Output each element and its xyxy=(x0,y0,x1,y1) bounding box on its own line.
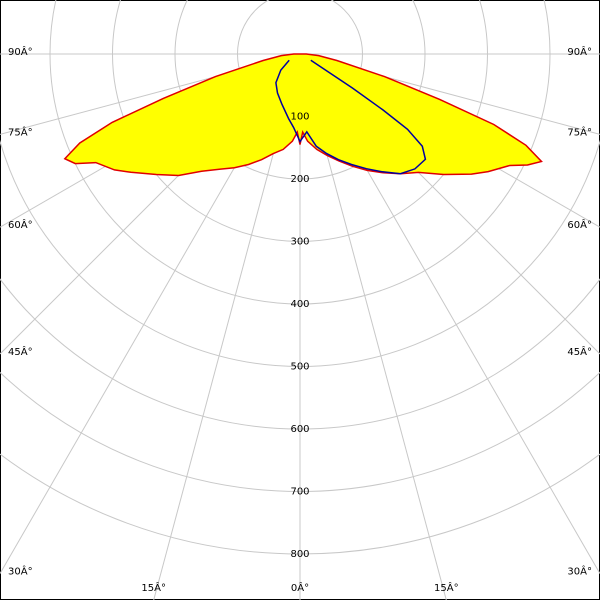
r-tick-label: 700 xyxy=(290,487,309,498)
r-tick-label: 300 xyxy=(290,237,309,248)
angle-tick-label: 60Â° xyxy=(8,218,33,231)
angle-tick-label: 30Â° xyxy=(567,565,592,578)
r-tick-label: 400 xyxy=(290,299,309,310)
angle-tick-label: 45Â° xyxy=(8,345,33,358)
angle-tick-label: 75Â° xyxy=(567,125,592,138)
angle-tick-label: 45Â° xyxy=(567,345,592,358)
r-tick-label: 800 xyxy=(290,549,309,560)
r-tick-label: 200 xyxy=(290,174,309,185)
angle-tick-label: 60Â° xyxy=(567,218,592,231)
angle-tick-label: 30Â° xyxy=(8,565,33,578)
r-tick-label: 100 xyxy=(290,112,309,123)
angle-tick-label: 0Â° xyxy=(291,581,309,594)
angle-tick-label: 75Â° xyxy=(8,125,33,138)
r-tick-label: 600 xyxy=(290,424,309,435)
angle-tick-label: 15Â° xyxy=(434,581,459,594)
angle-tick-label: 15Â° xyxy=(141,581,166,594)
angle-tick-label: 90Â° xyxy=(567,45,592,58)
intensity-curve xyxy=(275,59,427,175)
r-tick-label: 500 xyxy=(290,362,309,373)
angle-tick-label: 90Â° xyxy=(8,45,33,58)
